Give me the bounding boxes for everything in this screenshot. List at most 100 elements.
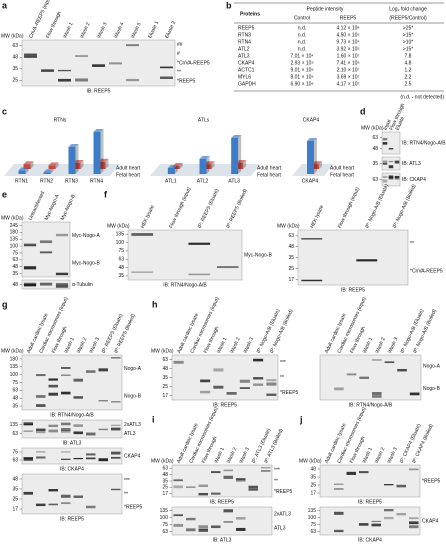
band-annotation: *REEP5 <box>274 489 293 495</box>
lane-label: Input <box>383 118 393 131</box>
band <box>409 468 419 471</box>
band <box>261 470 271 472</box>
band-annotation: *** <box>274 468 280 474</box>
mw-marker: 180 <box>10 230 19 236</box>
bar-3d <box>98 161 106 169</box>
blot-strip <box>21 447 123 465</box>
mw-marker: 135 <box>308 508 317 514</box>
band <box>248 485 258 489</box>
legend-label: Adult heart <box>116 165 141 171</box>
bar-3d <box>68 147 76 174</box>
band <box>48 424 58 428</box>
band <box>23 423 33 426</box>
band-annotation: *** <box>124 478 130 484</box>
mw-marker: 135 <box>160 508 169 514</box>
band <box>39 283 53 286</box>
table-cell: 4.12 × 10⁸ <box>336 25 359 31</box>
mw-marker: 75 <box>12 380 18 386</box>
lane-label: Myc-Nogo-B <box>60 193 77 221</box>
band <box>23 244 37 247</box>
band <box>36 503 46 507</box>
band <box>39 282 53 286</box>
category-label: RTN4 <box>90 178 103 184</box>
band-annotation: α-Tubulin <box>72 282 93 288</box>
mw-marker: 25 <box>12 496 18 502</box>
band <box>371 523 381 527</box>
legend-label: Fetal heart <box>257 172 282 178</box>
mw-marker: 75 <box>118 248 124 254</box>
band <box>111 357 121 359</box>
band <box>200 390 211 394</box>
bar-top <box>48 162 59 166</box>
band <box>73 396 83 399</box>
band <box>261 467 271 469</box>
band-annotation: CKAP4 <box>124 453 141 459</box>
table-subheader: (REEP5/Control) <box>389 15 427 21</box>
band <box>61 494 71 498</box>
ib-label: IB: REEP5 <box>341 287 365 293</box>
bar-3d <box>312 164 319 169</box>
band <box>236 516 246 520</box>
category-label: ATL1 <box>165 178 177 184</box>
bar-top <box>167 165 178 168</box>
ib-label: IB: RTN4/Nogo-A/B <box>402 140 446 146</box>
lane-label: Wash 3 <box>238 446 251 464</box>
mw-marker: 35 <box>310 474 316 480</box>
band <box>384 484 394 486</box>
band <box>253 377 264 380</box>
table-cell: RTN4 <box>238 39 251 45</box>
ib-label: IB: ATL3 <box>213 537 232 543</box>
band <box>86 505 96 509</box>
band <box>382 138 388 141</box>
table-cell: RTN3 <box>238 32 251 38</box>
band <box>382 175 388 179</box>
band <box>75 78 88 82</box>
legend-label: Fetal heart <box>330 172 355 178</box>
band <box>36 451 46 453</box>
table-cell: 2.10 × 10⁷ <box>337 67 360 73</box>
band-annotation: Myc-Nogo-B <box>244 252 272 258</box>
band <box>346 373 357 376</box>
chart-title: RTNs <box>54 117 67 123</box>
bar-side <box>80 160 84 169</box>
band <box>48 384 58 388</box>
band <box>61 502 71 505</box>
mw-marker: 17 <box>12 506 18 512</box>
bar-top <box>199 156 210 159</box>
band <box>36 395 46 398</box>
bar-top <box>68 144 79 147</box>
band <box>394 175 400 179</box>
band <box>388 160 394 163</box>
band <box>396 484 406 488</box>
table-cell: n.d. <box>298 32 306 38</box>
band <box>236 527 246 531</box>
lane-label: Flow through <box>45 10 63 39</box>
band-annotation: Myc-Nogo-A <box>72 233 100 239</box>
band <box>75 55 88 57</box>
bar-top <box>231 135 242 138</box>
mw-marker: 245 <box>10 223 19 229</box>
band <box>39 240 53 244</box>
table-cell: 2.5 <box>405 81 412 87</box>
table-cell: n.d. <box>298 25 306 31</box>
bar-top <box>236 160 247 163</box>
mw-label: MW (kDa) <box>299 458 322 464</box>
band <box>409 521 419 525</box>
blot-strip <box>319 506 421 536</box>
band <box>126 44 139 47</box>
band <box>223 521 233 523</box>
mw-marker: 135 <box>10 364 19 370</box>
band <box>23 243 37 246</box>
band <box>61 451 71 453</box>
bar-side <box>174 165 178 174</box>
table-cell: 2.93 × 10⁵ <box>290 60 313 66</box>
table-cell: 1.60 × 10⁷ <box>337 53 360 59</box>
table-subheader: REEP5 <box>340 15 357 21</box>
mw-marker: 63 <box>12 257 18 263</box>
band <box>388 165 394 169</box>
panel-label: j <box>299 414 303 424</box>
band <box>213 385 224 389</box>
band <box>23 457 33 461</box>
band <box>98 428 108 431</box>
band-annotation: *CnVA-REEP5 <box>410 269 443 275</box>
